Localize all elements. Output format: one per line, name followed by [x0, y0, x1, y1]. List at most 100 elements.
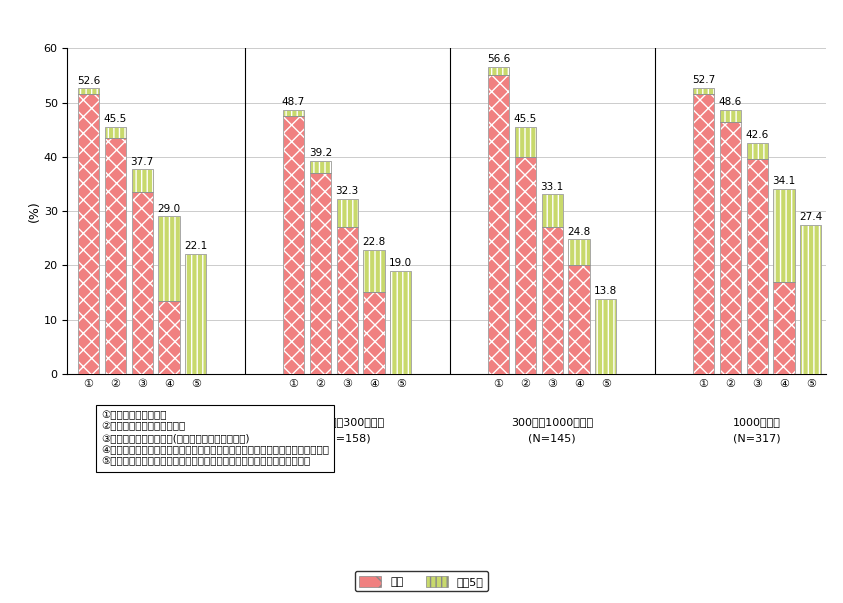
Text: 13.8: 13.8 [594, 286, 617, 296]
Text: 300人～1000人未満: 300人～1000人未満 [511, 417, 593, 428]
Text: 33.1: 33.1 [540, 182, 564, 192]
Y-axis label: (%): (%) [28, 200, 40, 222]
Bar [595, 299, 616, 374]
Bar [720, 122, 741, 374]
Text: 19.0: 19.0 [389, 258, 412, 268]
Text: (N=620): (N=620) [118, 434, 166, 444]
Text: 42.6: 42.6 [745, 130, 769, 140]
Bar [720, 110, 741, 122]
Text: (N=317): (N=317) [733, 434, 781, 444]
Bar [310, 161, 330, 173]
Bar [800, 225, 821, 374]
Bar [568, 239, 589, 265]
Bar [310, 173, 330, 374]
Bar [515, 127, 536, 157]
Bar [283, 110, 304, 116]
Bar [363, 292, 384, 374]
Bar [78, 89, 99, 94]
Text: 100人～300人未満: 100人～300人未満 [309, 417, 384, 428]
Bar [132, 192, 153, 374]
Bar [747, 160, 768, 374]
Text: 39.2: 39.2 [309, 148, 332, 159]
Bar [336, 198, 357, 227]
Text: 22.8: 22.8 [362, 238, 385, 247]
Bar [105, 138, 126, 374]
Bar [158, 216, 180, 301]
Text: 56.6: 56.6 [487, 54, 510, 64]
Bar [488, 75, 509, 374]
Text: 27.4: 27.4 [799, 212, 823, 223]
Bar [283, 116, 304, 374]
Bar [542, 227, 563, 374]
Bar [720, 110, 741, 122]
Bar [747, 160, 768, 374]
Bar [488, 75, 509, 374]
Bar [515, 127, 536, 157]
Bar [132, 169, 153, 192]
Text: 52.6: 52.6 [77, 76, 100, 86]
Bar [78, 89, 99, 94]
Bar [363, 292, 384, 374]
Bar [390, 271, 411, 374]
Bar [488, 67, 509, 75]
Bar [542, 194, 563, 227]
Bar [78, 94, 99, 374]
Bar [310, 173, 330, 374]
Text: 全体: 全体 [136, 417, 148, 428]
Bar [693, 94, 714, 374]
Bar [283, 116, 304, 374]
Bar [720, 122, 741, 374]
Text: 52.7: 52.7 [692, 75, 715, 85]
Bar [283, 110, 304, 116]
Text: 22.1: 22.1 [184, 241, 207, 251]
Text: (N=158): (N=158) [324, 434, 371, 444]
Bar [310, 161, 330, 173]
Bar [595, 299, 616, 374]
Bar [132, 169, 153, 192]
Bar [568, 265, 589, 374]
Bar [158, 301, 180, 374]
Bar [774, 189, 795, 282]
Bar [363, 250, 384, 292]
Bar [542, 194, 563, 227]
Bar [747, 143, 768, 160]
Bar [132, 192, 153, 374]
Bar [185, 254, 207, 374]
Bar [693, 88, 714, 94]
Bar [105, 127, 126, 138]
Bar [390, 271, 411, 374]
Text: 32.3: 32.3 [336, 186, 359, 196]
Legend: 現在, 今後5年: 現在, 今後5年 [355, 571, 488, 592]
Text: 34.1: 34.1 [772, 176, 796, 186]
Bar [363, 250, 384, 292]
Text: 29.0: 29.0 [158, 204, 180, 214]
Text: 48.6: 48.6 [719, 98, 742, 107]
Bar [542, 227, 563, 374]
Bar [488, 67, 509, 75]
Bar [105, 127, 126, 138]
Bar [774, 189, 795, 282]
Bar [693, 88, 714, 94]
Bar [774, 282, 795, 374]
Bar [800, 225, 821, 374]
Bar [158, 301, 180, 374]
Text: 24.8: 24.8 [567, 227, 591, 236]
Bar [336, 227, 357, 374]
Text: ①データの収集・蓄積
②データ分析による現状把握
③データ分析による予測(業績・実績・在庫管理等)
④データ分析の結果を活用した対応の迅速化やオペレーション等業: ①データの収集・蓄積 ②データ分析による現状把握 ③データ分析による予測(業績・… [101, 410, 329, 467]
Text: (N=145): (N=145) [529, 434, 576, 444]
Text: 48.7: 48.7 [282, 97, 305, 107]
Bar [515, 157, 536, 374]
Bar [336, 198, 357, 227]
Bar [185, 254, 207, 374]
Bar [568, 239, 589, 265]
Text: 45.5: 45.5 [104, 114, 127, 124]
Text: 37.7: 37.7 [131, 157, 153, 166]
Bar [105, 138, 126, 374]
Text: 1000人以上: 1000人以上 [733, 417, 781, 428]
Bar [515, 157, 536, 374]
Text: 45.5: 45.5 [513, 114, 537, 124]
Bar [78, 94, 99, 374]
Bar [774, 282, 795, 374]
Bar [747, 143, 768, 160]
Bar [568, 265, 589, 374]
